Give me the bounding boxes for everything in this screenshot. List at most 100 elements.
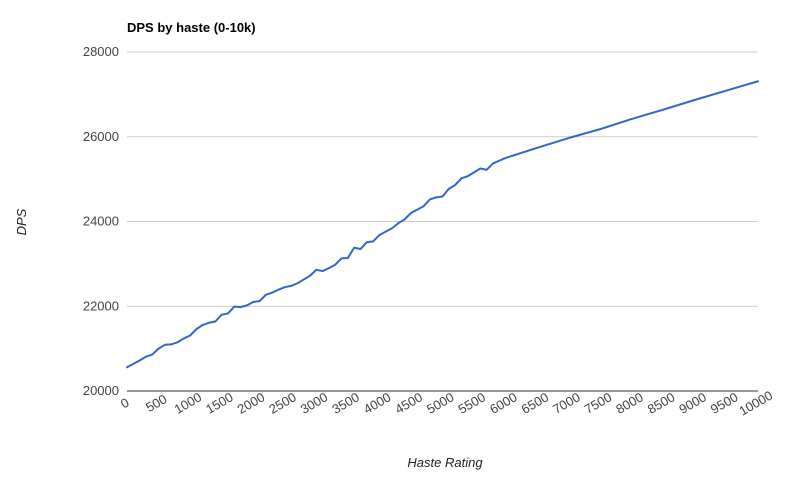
- x-tick-label: 5000: [424, 389, 457, 416]
- y-tick-label: 26000: [83, 129, 119, 144]
- x-tick-label: 6500: [519, 389, 552, 416]
- data-point: [631, 118, 633, 120]
- data-point: [328, 267, 330, 269]
- x-axis-ticks: 0 500 1000 1500 2000 2500 3000 3500 4000 4500 5000…: [118, 388, 775, 419]
- data-point: [504, 157, 507, 159]
- data-point: [151, 353, 154, 356]
- data-point: [340, 257, 343, 260]
- x-tick-label: 9500: [708, 389, 741, 416]
- x-axis-label: Haste Rating: [407, 455, 483, 470]
- y-axis-ticks: 20000 22000 24000 26000 28000: [83, 44, 119, 398]
- data-point: [233, 305, 236, 308]
- x-tick-label: 3500: [329, 389, 362, 416]
- x-tick-label: 500: [143, 391, 169, 415]
- data-point: [138, 359, 141, 362]
- x-tick-label: 2000: [235, 389, 268, 416]
- data-point: [384, 230, 387, 233]
- data-point: [454, 184, 456, 186]
- x-tick-label: 8500: [645, 389, 678, 416]
- data-point: [757, 80, 759, 83]
- series-line: [126, 80, 759, 369]
- data-point: [290, 285, 292, 287]
- data-point: [132, 363, 135, 365]
- data-point: [347, 257, 349, 259]
- data-point: [227, 312, 229, 315]
- data-point: [321, 270, 324, 272]
- data-point: [416, 208, 419, 211]
- data-point: [410, 212, 412, 214]
- data-point: [220, 313, 223, 316]
- data-point: [473, 171, 475, 174]
- data-point: [441, 195, 444, 198]
- x-tick-label: 4500: [392, 389, 425, 416]
- data-point: [353, 246, 355, 249]
- data-point: [460, 177, 463, 180]
- data-point: [662, 108, 665, 111]
- data-point: [208, 321, 210, 324]
- data-point: [309, 274, 311, 277]
- data-point: [315, 269, 318, 271]
- x-tick-label: 1000: [172, 389, 205, 416]
- data-point: [403, 218, 406, 221]
- data-point: [365, 241, 368, 244]
- data-point: [448, 188, 450, 190]
- data-point: [694, 99, 696, 101]
- y-axis-label: DPS: [14, 208, 29, 235]
- data-point: [567, 137, 570, 139]
- gridlines: [127, 51, 758, 307]
- data-point: [283, 286, 286, 288]
- y-tick-label: 24000: [83, 214, 119, 229]
- data-point: [126, 366, 128, 369]
- x-tick-label: 10000: [736, 388, 775, 419]
- data-point: [359, 248, 362, 250]
- data-point: [164, 344, 166, 346]
- data-point: [277, 288, 280, 291]
- x-tick-label: 9000: [676, 389, 709, 416]
- data-point: [296, 282, 299, 285]
- data-point: [201, 324, 204, 326]
- data-point: [435, 196, 437, 199]
- data-point: [372, 240, 374, 243]
- x-tick-label: 8000: [613, 389, 646, 416]
- data-point: [599, 128, 602, 130]
- data-point: [195, 328, 198, 330]
- x-tick-label: 5500: [456, 389, 489, 416]
- data-point: [182, 337, 185, 340]
- data-point: [725, 89, 728, 92]
- data-point: [265, 294, 267, 296]
- data-point: [492, 162, 494, 165]
- data-point: [422, 205, 425, 208]
- data-point: [397, 222, 400, 224]
- data-point: [176, 341, 179, 344]
- data-point: [271, 291, 273, 294]
- data-point: [170, 343, 172, 346]
- x-tick-label: 0: [118, 395, 132, 412]
- x-tick-label: 7500: [582, 389, 615, 416]
- series-group: [126, 80, 759, 369]
- data-point: [258, 300, 261, 302]
- data-point: [466, 175, 469, 177]
- data-point: [246, 304, 248, 307]
- data-point: [252, 301, 254, 303]
- data-point: [334, 263, 337, 266]
- data-point: [391, 227, 393, 230]
- chart-title: DPS by haste (0-10k): [127, 20, 256, 35]
- x-tick-label: 6000: [487, 389, 520, 416]
- data-point: [536, 146, 538, 149]
- y-tick-label: 20000: [83, 383, 119, 398]
- data-point: [239, 306, 242, 308]
- x-tick-label: 7000: [550, 389, 583, 416]
- data-point: [157, 347, 160, 350]
- data-point: [302, 278, 305, 281]
- data-point: [429, 198, 431, 201]
- x-tick-label: 2500: [266, 389, 299, 416]
- data-point: [485, 169, 488, 171]
- data-point: [479, 167, 482, 170]
- x-tick-label: 1500: [203, 389, 236, 416]
- x-tick-label: 3000: [298, 389, 331, 416]
- data-point: [189, 334, 191, 337]
- data-point: [145, 355, 147, 358]
- data-point: [378, 234, 381, 236]
- data-point: [214, 320, 217, 323]
